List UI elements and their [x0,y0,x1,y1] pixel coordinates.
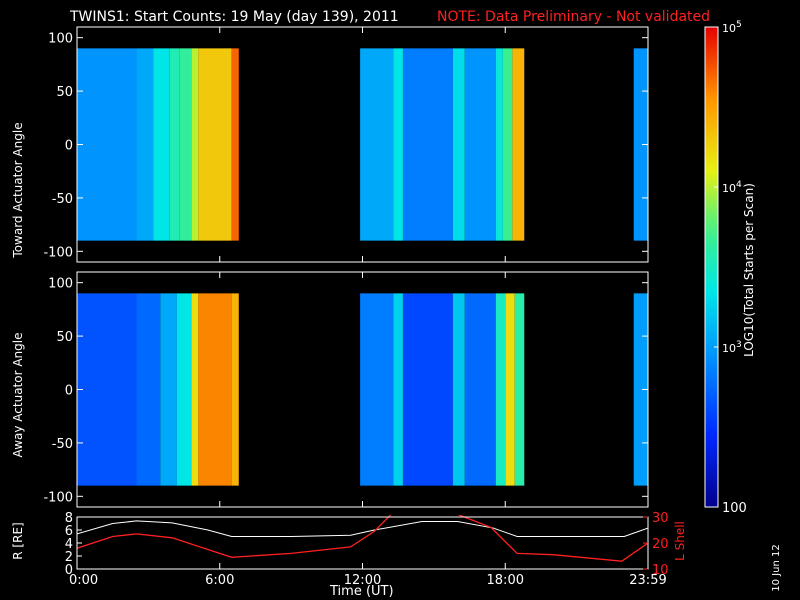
y-tick-label: 0 [65,563,73,578]
y-tick-label: 100 [48,277,73,292]
heatmap-cell [495,293,506,486]
heatmap-cell [464,48,496,241]
y-tick-label: 50 [56,330,73,345]
heatmap-cell [231,293,239,486]
y-tick-label: 4 [65,537,73,552]
y-axis-label-away: Away Actuator Angle [11,332,25,458]
y-tick-label: 100 [48,32,73,47]
heatmap-cell [160,293,177,486]
colorbar-tick-label: 100 [722,501,747,516]
heatmap-cell [402,293,453,486]
y2-tick-label: 20 [652,537,669,552]
heatmap-cell [633,48,648,241]
heatmap-cell [633,293,648,486]
y-tick-label: 6 [65,524,73,539]
heatmap-cell [452,293,465,486]
y2-tick-label: 30 [652,511,669,526]
heatmap-cell [514,293,525,486]
colorbar-tick-label: 103 [722,340,742,355]
y2-tick-label: 10 [652,563,669,578]
y-tick-label: 0 [65,139,73,154]
heatmap-cell [77,48,137,241]
y-tick-label: -50 [52,192,73,207]
y-tick-label: -100 [43,245,73,260]
heatmap-cell [191,48,199,241]
x-tick-label: 18:00 [487,573,524,588]
x-tick-label: 6:00 [205,573,234,588]
date-stamp: 10 Jun 12 [771,543,782,592]
colorbar [704,26,719,508]
heatmap-cell [512,48,525,241]
heatmap-cell [136,48,154,241]
heatmap-cell [77,293,137,486]
y-tick-label: 8 [65,511,73,526]
heatmap-cell [505,293,515,486]
y-tick-label: -100 [43,490,73,505]
y-axis-label-toward: Toward Actuator Angle [11,122,25,258]
chart-title: TWINS1: Start Counts: 19 May (day 139), … [70,9,399,25]
heatmap-cell [393,293,403,486]
preliminary-note: NOTE: Data Preliminary - Not validated [437,9,711,25]
heatmap-cell [464,293,496,486]
heatmap-cell [495,48,503,241]
heatmap-cell [360,293,394,486]
heatmap-cell [169,48,180,241]
heatmap-cell [393,48,403,241]
heatmap-cell [198,48,232,241]
heatmap-cell [452,48,465,241]
x-tick-label: 23:59 [629,573,666,588]
heatmap-cell [153,48,170,241]
y-tick-label: 2 [65,550,73,565]
y-tick-label: 50 [56,85,73,100]
colorbar-tick-label: 105 [722,20,742,35]
heatmap-cell [502,48,513,241]
heatmap-cell [198,293,232,486]
x-tick-label: 12:00 [344,573,381,588]
y2-axis-label-lshell: L Shell [673,521,687,561]
lshell-series-line [77,515,648,562]
heatmap-cell [136,293,161,486]
x-tick-label: 0:00 [69,573,98,588]
heatmap-cell [179,48,192,241]
y-tick-label: 0 [65,384,73,399]
line-plot-frame [76,516,649,570]
heatmap-cell [176,293,192,486]
heatmap-cell [360,48,394,241]
r-series-line [77,520,648,537]
heatmap-cell [191,293,199,486]
heatmap-cell [231,48,239,241]
y-tick-label: -50 [52,437,73,452]
colorbar-label: LOG10(Total Starts per Scan) [742,183,756,357]
heatmap-cell [402,48,453,241]
x-axis-label: Time (UT) [330,584,394,599]
colorbar-tick-label: 104 [722,180,742,195]
y-axis-label-radius: R [RE] [11,522,25,560]
